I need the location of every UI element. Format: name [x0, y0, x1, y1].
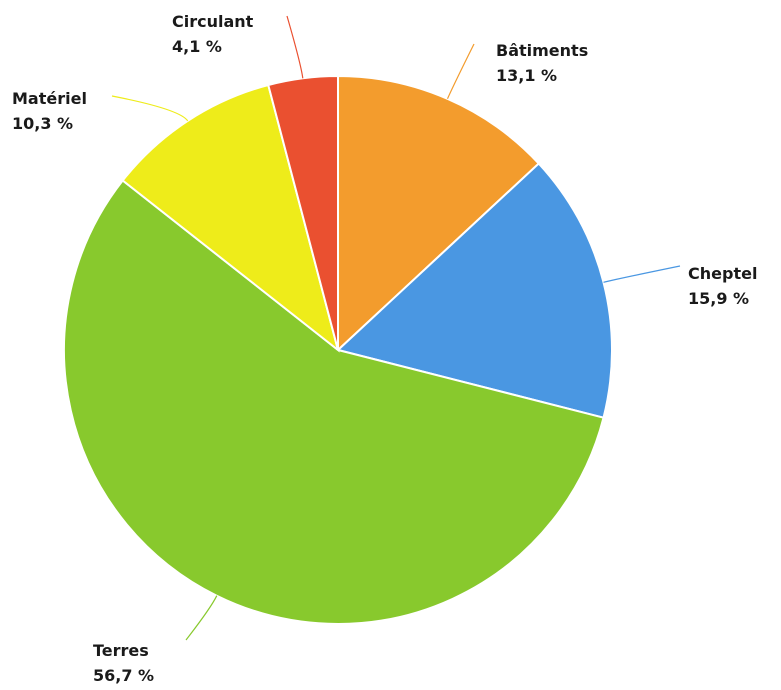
- slice-labels: Bâtiments 13,1 % Cheptel 15,9 % Terres 5…: [12, 12, 757, 685]
- leader-line-terres: [185, 595, 218, 641]
- leader-line-batiments: [446, 43, 475, 100]
- label-value-cheptel: 15,9 %: [688, 289, 749, 308]
- label-value-materiel: 10,3 %: [12, 114, 73, 133]
- pie-slice-terres: [63, 179, 605, 625]
- label-value-terres: 56,7 %: [93, 666, 154, 685]
- pie-slices: [63, 74, 614, 625]
- label-name-circulant: Circulant: [172, 12, 254, 31]
- pie-slice-materiel: [121, 83, 340, 353]
- label-name-terres: Terres: [93, 641, 149, 660]
- label-name-batiments: Bâtiments: [496, 41, 588, 60]
- label-value-circulant: 4,1 %: [172, 37, 222, 56]
- label-name-materiel: Matériel: [12, 89, 87, 108]
- label-value-batiments: 13,1 %: [496, 66, 557, 85]
- leader-line-circulant: [286, 15, 304, 79]
- leader-lines: [111, 15, 681, 641]
- leader-line-materiel: [111, 95, 189, 122]
- label-name-cheptel: Cheptel: [688, 264, 757, 283]
- pie-slice-batiments: [337, 74, 541, 353]
- leader-line-cheptel: [603, 265, 681, 283]
